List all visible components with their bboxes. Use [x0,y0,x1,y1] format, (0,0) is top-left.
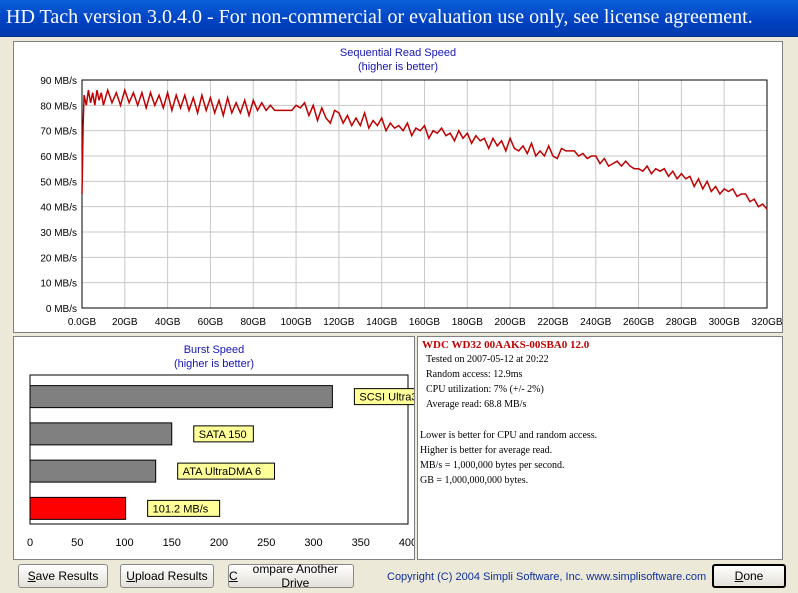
note-line: GB = 1,000,000,000 bytes. [420,475,529,486]
x-tick-label: 200GB [495,317,526,328]
note-line: MB/s = 1,000,000 bytes per second. [420,460,565,471]
burst-bar [29,496,127,520]
burst-bar [29,385,333,409]
read-speed-line [81,87,768,210]
window-title: HD Tach version 3.0.4.0 - For non-commer… [6,6,753,28]
bar-value-label-box [177,462,275,480]
x-tick-label: 250 [257,537,275,549]
y-tick-label: 0 MB/s [46,304,77,315]
save-label: ave Results [35,569,99,583]
x-tick-label: 180GB [452,317,483,328]
x-tick-label: 120GB [323,317,354,328]
y-tick-label: 10 MB/s [40,279,77,290]
y-tick-label: 30 MB/s [40,228,77,239]
bar-value-label: SATA 150 [199,429,247,441]
compare-hotkey: C [229,569,238,583]
x-tick-label: 20GB [112,317,138,328]
x-tick-label: 300 [304,537,322,549]
x-tick-label: 150 [163,537,181,549]
x-tick-label: 200 [210,537,228,549]
y-tick-label: 20 MB/s [40,253,77,264]
x-tick-label: 280GB [666,317,697,328]
x-tick-label: 300GB [709,317,740,328]
compare-label: ompare Another Drive [252,562,339,590]
x-tick-label: 220GB [537,317,568,328]
y-tick-label: 80 MB/s [40,101,77,112]
x-tick-label: 0.0GB [68,317,97,328]
burst-chart-subtitle: (higher is better) [173,358,255,370]
tested-on: Tested on 2007-05-12 at 20:22 [426,354,549,365]
x-tick-label: 260GB [623,317,654,328]
title-bar: HD Tach version 3.0.4.0 - For non-commer… [0,0,798,37]
seq-chart-title: Sequential Read Speed [339,47,457,59]
bar-value-label: ATA UltraDMA 6 [183,466,261,478]
upload-label: pload Results [134,569,208,583]
note-line: Lower is better for CPU and random acces… [420,430,598,441]
drive-info-panel: WDC WD32 00AAKS-00SBA0 12.0 Tested on 20… [417,336,783,560]
x-tick-label: 240GB [580,317,611,328]
cpu-utilization: CPU utilization: 7% (+/- 2%) [426,384,544,395]
burst-bar [29,459,157,483]
x-tick-label: 160GB [409,317,440,328]
sequential-read-panel: Sequential Read Speed (higher is better)… [13,41,783,333]
x-tick-label: 320GB [751,317,782,328]
average-read: Average read: 68.8 MB/s [426,399,527,410]
x-tick-label: 0 [27,537,33,549]
seq-chart-subtitle: (higher is better) [357,61,439,73]
done-label: one [743,569,764,583]
x-tick-label: 80GB [240,317,266,328]
random-access: Random access: 12.9ms [426,369,523,380]
bar-value-label-box [193,425,254,443]
save-hotkey: S [27,569,36,583]
bar-value-label: 101.2 MB/s [153,503,209,515]
y-tick-label: 50 MB/s [40,177,77,188]
plot-frame [29,374,409,525]
x-tick-label: 100GB [280,317,311,328]
drive-name: WDC WD32 00AAKS-00SBA0 12.0 [422,339,590,351]
bar-value-label-box [353,388,414,406]
done-hotkey: D [734,569,744,583]
burst-bar [29,422,173,446]
y-tick-label: 60 MB/s [40,152,77,163]
x-tick-label: 50 [71,537,83,549]
bar-value-label: SCSI Ultra320 [359,392,414,404]
burst-speed-chart: 0 50 100 150 200 250 300 350 400 SCSI Ultra320 SAT… [27,374,414,549]
x-tick-label: 350 [352,537,370,549]
sequential-read-chart: 0 MB/s 10 MB/s 20 MB/s 30 MB/s 40 MB/s 50 MB/… [40,76,782,328]
x-tick-label: 140GB [366,317,397,328]
copyright-text: Copyright (C) 2004 Simpli Software, Inc.… [387,571,707,583]
x-tick-label: 40GB [155,317,181,328]
upload-hotkey: U [126,569,135,583]
x-tick-label: 400 [399,537,414,549]
y-tick-label: 40 MB/s [40,203,77,214]
y-tick-label: 70 MB/s [40,127,77,138]
x-tick-label: 60GB [198,317,224,328]
bar-value-label-box [147,499,221,517]
y-tick-label: 90 MB/s [40,76,77,87]
note-line: Higher is better for average read. [420,445,553,456]
burst-chart-title: Burst Speed [183,344,245,356]
x-tick-label: 100 [115,537,133,549]
burst-speed-panel: Burst Speed (higher is better) 0 50 100 150… [13,336,415,560]
